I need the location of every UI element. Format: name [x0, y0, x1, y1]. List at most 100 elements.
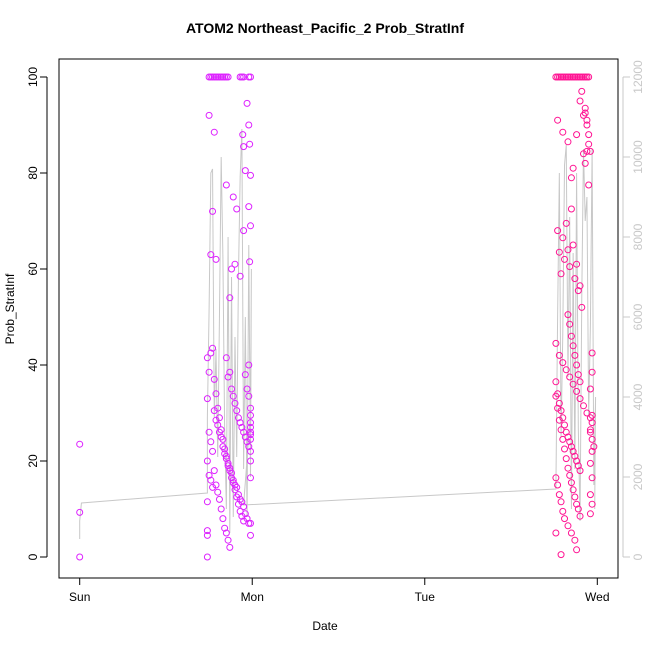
data-point: [245, 121, 253, 129]
data-point: [569, 380, 577, 388]
data-point: [212, 255, 220, 263]
data-point: [243, 438, 251, 446]
axis-layer: [40, 58, 630, 585]
y-tick-label: 100: [26, 67, 40, 87]
data-point: [247, 222, 255, 230]
data-point: [222, 181, 230, 189]
data-point: [561, 421, 569, 429]
data-point: [576, 512, 584, 520]
data-point: [552, 474, 560, 482]
data-point: [203, 395, 211, 403]
data-point: [559, 234, 567, 242]
data-point: [567, 174, 575, 182]
data-point: [586, 385, 594, 393]
data-point: [241, 167, 249, 175]
data-point: [209, 483, 217, 491]
data-point: [207, 251, 215, 259]
data-point: [573, 361, 581, 369]
data-point: [76, 553, 84, 561]
data-point: [247, 404, 255, 412]
data-point: [205, 471, 213, 479]
data-point: [579, 150, 587, 158]
data-point: [573, 387, 581, 395]
data-point: [555, 491, 563, 499]
data-point: [247, 419, 255, 427]
data-point: [583, 121, 591, 129]
data-point: [240, 73, 248, 81]
data-point: [588, 447, 596, 455]
data-point: [576, 282, 584, 290]
data-point: [564, 464, 572, 472]
data-point: [566, 320, 574, 328]
data-point: [561, 515, 569, 523]
data-point: [554, 481, 562, 489]
data-point: [578, 303, 586, 311]
data-point: [203, 531, 211, 539]
data-point: [557, 270, 565, 278]
data-point: [574, 462, 582, 470]
data-point: [241, 510, 249, 518]
data-point: [231, 399, 239, 407]
data-point: [559, 359, 567, 367]
data-point: [555, 399, 563, 407]
data-point: [214, 404, 222, 412]
data-point: [222, 529, 230, 537]
data-point: [245, 203, 253, 211]
data-point: [576, 395, 584, 403]
data-point: [222, 455, 230, 463]
data-point: [221, 524, 229, 532]
data-point: [207, 476, 215, 484]
data-point: [557, 498, 565, 506]
data-point: [205, 368, 213, 376]
data-point: [590, 443, 598, 451]
data-point: [226, 464, 234, 472]
data-point: [209, 344, 217, 352]
data-point: [571, 452, 579, 460]
data-point: [246, 258, 254, 266]
data-point: [76, 508, 84, 516]
data-point: [228, 385, 236, 393]
data-point: [581, 104, 589, 112]
data-point: [217, 433, 225, 441]
data-point: [215, 495, 223, 503]
data-point: [573, 500, 581, 508]
data-point: [588, 500, 596, 508]
data-point: [247, 428, 255, 436]
data-point: [555, 351, 563, 359]
data-point: [228, 265, 236, 273]
data-point: [552, 529, 560, 537]
data-point: [555, 416, 563, 424]
data-point: [574, 287, 582, 295]
data-point: [243, 99, 251, 107]
x-tick-label: Mon: [241, 590, 264, 604]
data-point: [588, 419, 596, 427]
data-point: [214, 488, 222, 496]
data-point: [247, 474, 255, 482]
data-point: [579, 402, 587, 410]
data-point: [245, 392, 253, 400]
data-point: [247, 171, 255, 179]
data-point: [588, 368, 596, 376]
series-line: [79, 128, 597, 539]
data-point: [231, 260, 239, 268]
y2-tick-label: 10000: [631, 140, 645, 174]
data-point: [215, 428, 223, 436]
data-point: [233, 407, 241, 415]
data-point: [552, 378, 560, 386]
data-point: [569, 447, 577, 455]
data-point: [557, 551, 565, 559]
data-point: [210, 375, 218, 383]
data-point: [586, 510, 594, 518]
data-point: [564, 522, 572, 530]
data-point: [247, 435, 255, 443]
data-point: [205, 428, 213, 436]
data-point: [585, 73, 593, 81]
data-point: [585, 181, 593, 189]
data-point: [566, 438, 574, 446]
data-point: [562, 219, 570, 227]
data-point: [240, 428, 248, 436]
data-point: [203, 527, 211, 535]
data-point: [229, 476, 237, 484]
data-point: [247, 531, 255, 539]
data-point: [576, 97, 584, 105]
